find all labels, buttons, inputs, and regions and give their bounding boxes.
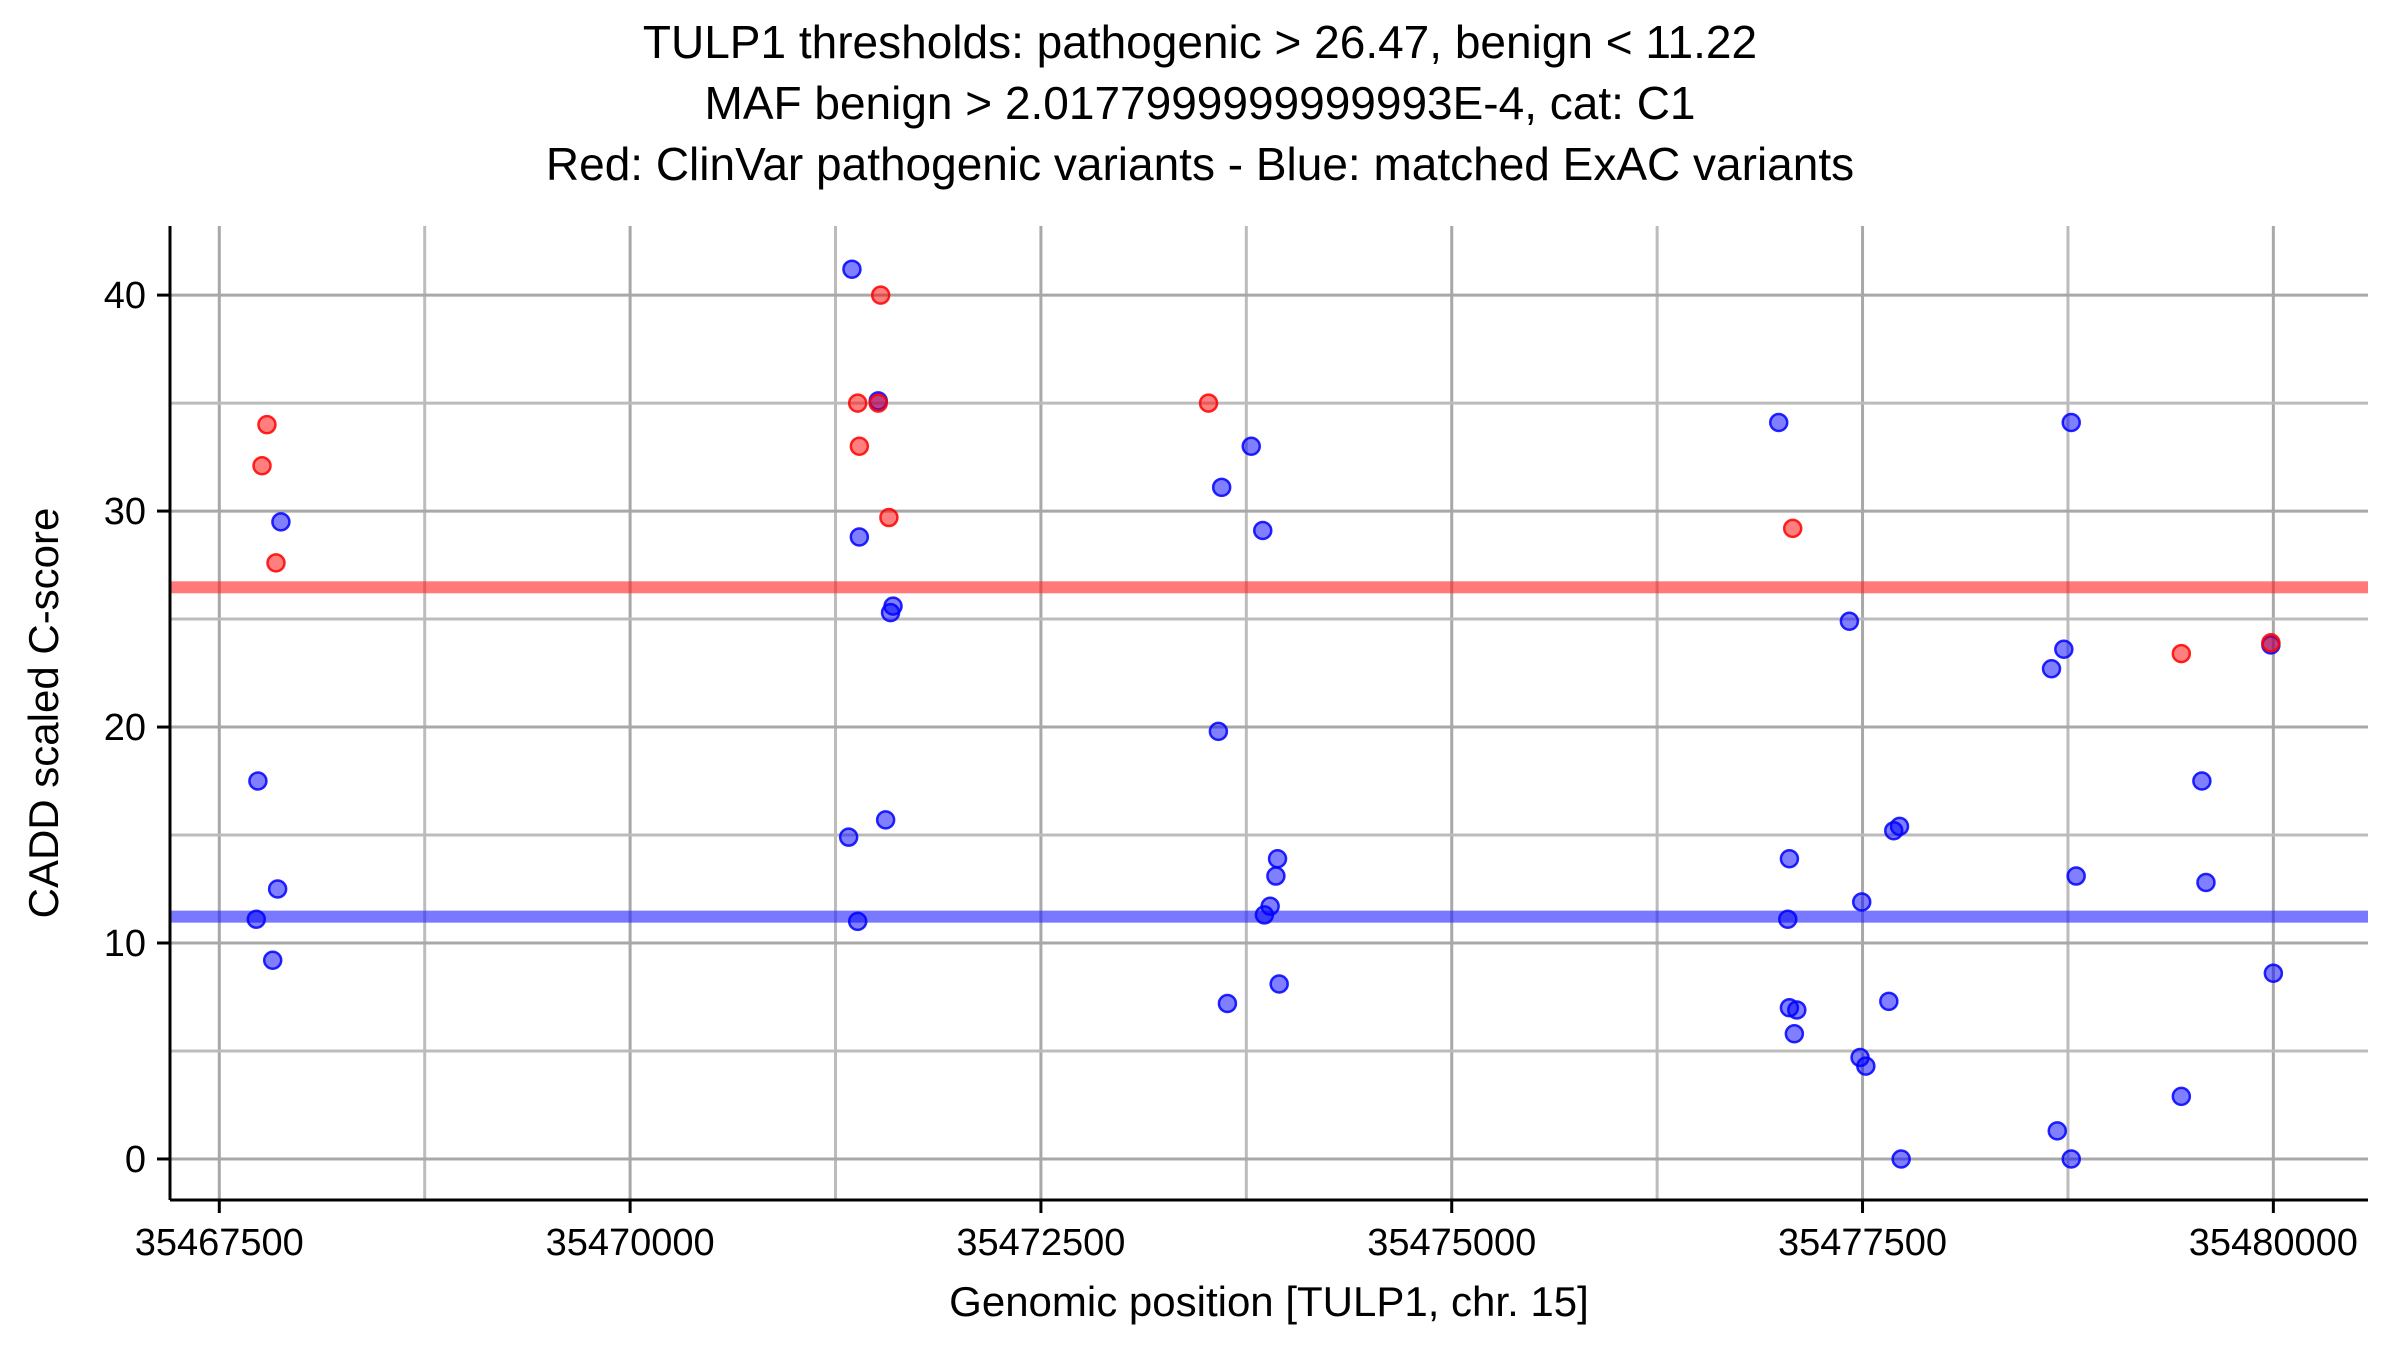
data-point-benign [1778,909,1798,929]
data-point-pathogenic [1198,393,1219,413]
x-axis-label: Genomic position [TULP1, chr. 15] [949,1278,1589,1325]
data-point-benign [1267,849,1288,869]
data-point-benign [2054,639,2074,660]
data-point-benign [2196,872,2216,893]
data-point-benign [1779,849,1800,869]
data-point-benign [271,512,291,532]
data-point-benign [267,879,288,899]
data-point-pathogenic [2261,633,2281,653]
data-point-benign [1856,1056,1876,1076]
x-tick-label: 35477500 [1778,1222,1947,1264]
data-point-benign [880,602,901,623]
y-tick-label: 30 [104,491,146,533]
data-point-benign [1787,1000,1807,1020]
data-point-pathogenic [879,507,899,528]
data-point-pathogenic [868,393,888,413]
data-point-pathogenic [847,393,868,413]
data-point-pathogenic [252,455,272,476]
data-point-pathogenic [870,285,891,305]
y-tick-label: 40 [104,275,146,317]
data-point-benign [1241,436,1262,457]
pathogenic-threshold-band [170,581,2368,594]
data-point-benign [1211,477,1232,498]
x-tick-label: 35472500 [956,1222,1125,1264]
data-point-benign [838,827,859,847]
data-point-pathogenic [849,436,870,457]
data-point-benign [1217,993,1238,1014]
x-tick-label: 35467500 [135,1222,304,1264]
data-point-benign [262,950,283,971]
data-point-benign [2171,1086,2192,1107]
chart-title-line-1: TULP1 thresholds: pathogenic > 26.47, be… [642,16,1758,68]
data-point-benign [1879,991,1899,1012]
x-tick-label: 35480000 [2189,1222,2358,1264]
data-point-pathogenic [266,553,286,573]
data-point-benign [2041,658,2062,679]
data-point-benign [1768,412,1789,433]
data-point-benign [847,911,868,932]
data-point-benign [2263,963,2284,983]
y-axis-label: CADD scaled C-score [20,507,67,919]
data-point-benign [1851,892,1872,912]
data-point-benign [2047,1121,2068,1141]
y-tick-label: 0 [125,1139,146,1181]
chart-title-line-3: Red: ClinVar pathogenic variants - Blue:… [545,138,1855,190]
y-tick-label: 10 [104,923,146,965]
y-tick-label: 20 [104,707,146,749]
data-point-benign [875,810,896,830]
data-point-benign [1208,721,1229,742]
data-point-benign [1839,611,1860,631]
data-point-benign [1891,1149,1911,1169]
data-point-pathogenic [1782,518,1803,539]
data-point-pathogenic [2171,643,2192,664]
data-point-benign [2061,412,2081,433]
data-point-benign [842,259,862,279]
data-point-benign [2066,866,2086,886]
data-point-pathogenic [257,414,277,435]
data-point-benign [1884,820,1904,841]
data-point-benign [1266,866,1286,886]
data-point-benign [1269,974,1289,994]
chart-title-line-2: MAF benign > 2.0177999999999993E-4, cat:… [704,77,1696,129]
x-tick-label: 35470000 [546,1222,715,1264]
data-point-benign [1784,1023,1805,1044]
chart-title: TULP1 thresholds: pathogenic > 26.47, be… [0,12,2400,195]
data-point-benign [248,771,268,791]
x-tick-label: 35475000 [1367,1222,1536,1264]
data-point-benign [2061,1149,2081,1169]
data-point-benign [2192,771,2212,791]
data-point-benign [1254,905,1275,925]
data-point-benign [849,527,870,547]
data-point-benign [246,909,267,929]
data-point-benign [1253,520,1273,541]
